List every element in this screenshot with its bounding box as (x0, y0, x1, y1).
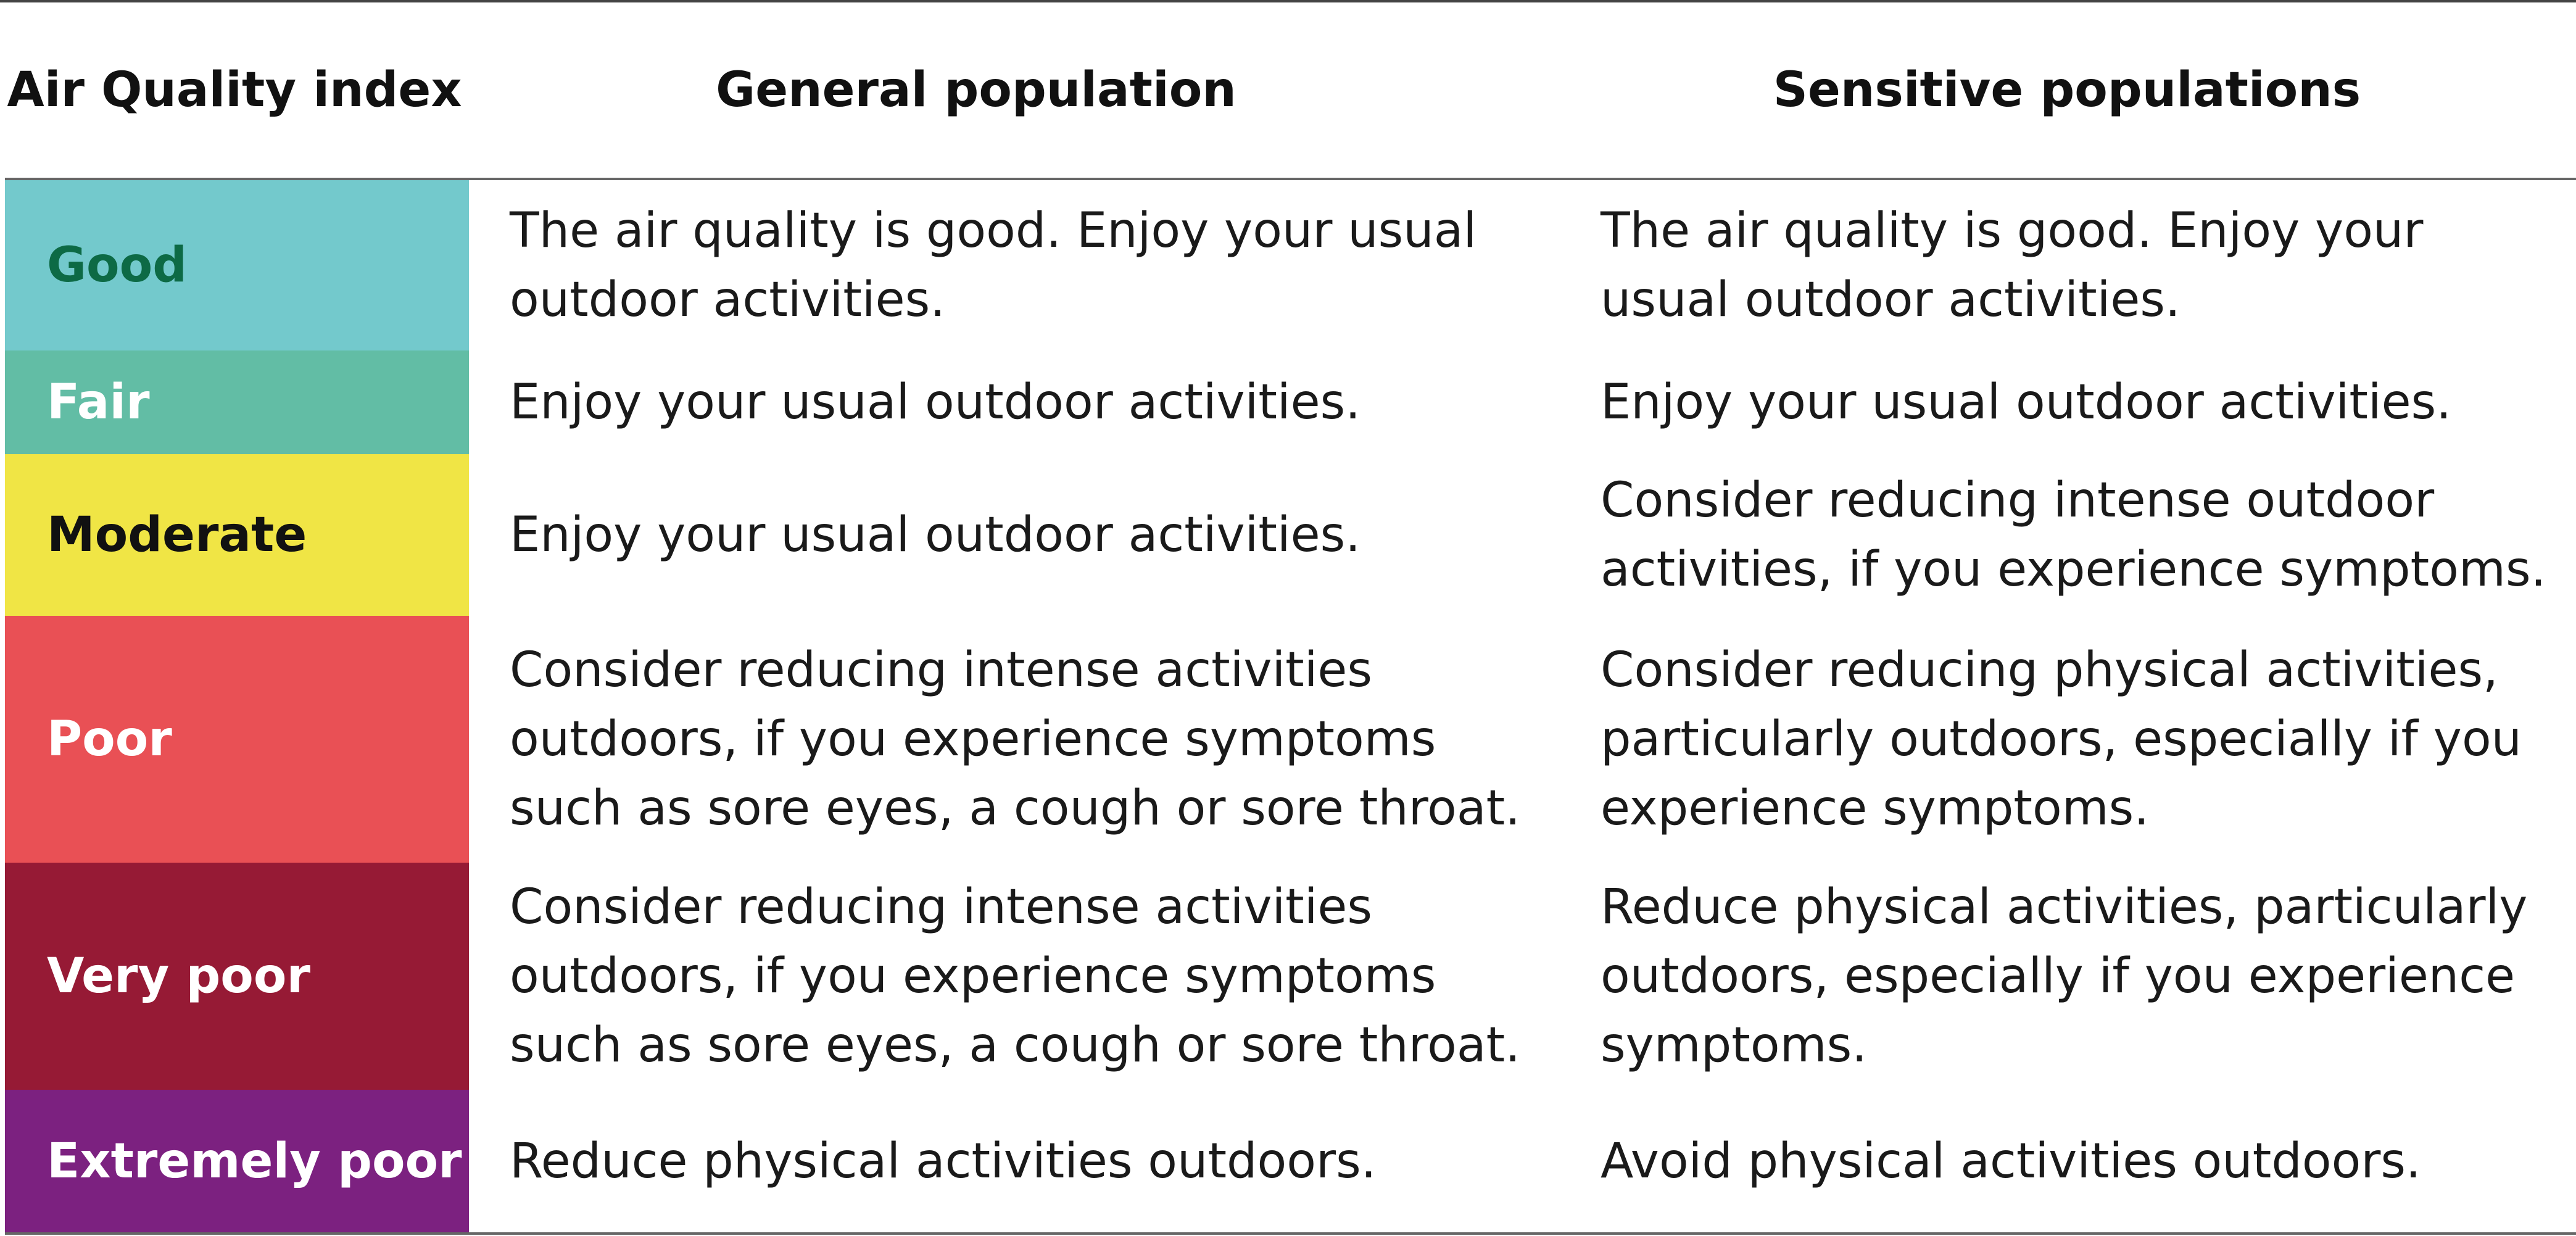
aqi-level-good: Good (5, 180, 469, 350)
general-advice-very-poor: Consider reducing intense activities out… (510, 879, 1520, 1073)
sensitive-advice-extremely-poor: Avoid physical activities outdoors. (1601, 1133, 2421, 1189)
aqi-level-extremely-poor: Extremely poor (5, 1090, 469, 1232)
top-rule (0, 0, 2576, 2)
aqi-level-fair: Fair (5, 350, 469, 454)
general-advice-fair: Enjoy your usual outdoor activities. (510, 375, 1361, 430)
header-general-population: General population (716, 62, 1236, 118)
table-row-moderate: Moderate Enjoy your usual outdoor activi… (5, 454, 2576, 616)
sensitive-advice-very-poor: Reduce physical activities, particularly… (1601, 879, 2528, 1073)
table-row-extremely-poor: Extremely poor Reduce physical activitie… (5, 1090, 2576, 1232)
general-advice-good: The air quality is good. Enjoy your usua… (510, 203, 1477, 328)
aqi-level-poor: Poor (5, 616, 469, 863)
sensitive-advice-good: The air quality is good. Enjoy your usua… (1601, 203, 2424, 328)
sensitive-advice-fair: Enjoy your usual outdoor activities. (1601, 375, 2452, 430)
header-rule (5, 178, 2576, 180)
general-advice-poor: Consider reducing intense activities out… (510, 642, 1520, 836)
table-row-good: Good The air quality is good. Enjoy your… (5, 180, 2576, 350)
bottom-rule (5, 1232, 2576, 1235)
header-air-quality-index: Air Quality index (7, 62, 462, 118)
table-row-poor: Poor Consider reducing intense activitie… (5, 616, 2576, 863)
header-sensitive-populations: Sensitive populations (1773, 62, 2361, 118)
general-advice-extremely-poor: Reduce physical activities outdoors. (510, 1133, 1377, 1189)
aqi-level-very-poor: Very poor (5, 863, 469, 1090)
general-advice-moderate: Enjoy your usual outdoor activities. (510, 507, 1361, 563)
table-row-very-poor: Very poor Consider reducing intense acti… (5, 863, 2576, 1090)
sensitive-advice-poor: Consider reducing physical activities, p… (1601, 642, 2522, 836)
aqi-level-moderate: Moderate (5, 454, 469, 616)
table-row-fair: Fair Enjoy your usual outdoor activities… (5, 350, 2576, 454)
sensitive-advice-moderate: Consider reducing intense outdoor activi… (1601, 473, 2546, 597)
